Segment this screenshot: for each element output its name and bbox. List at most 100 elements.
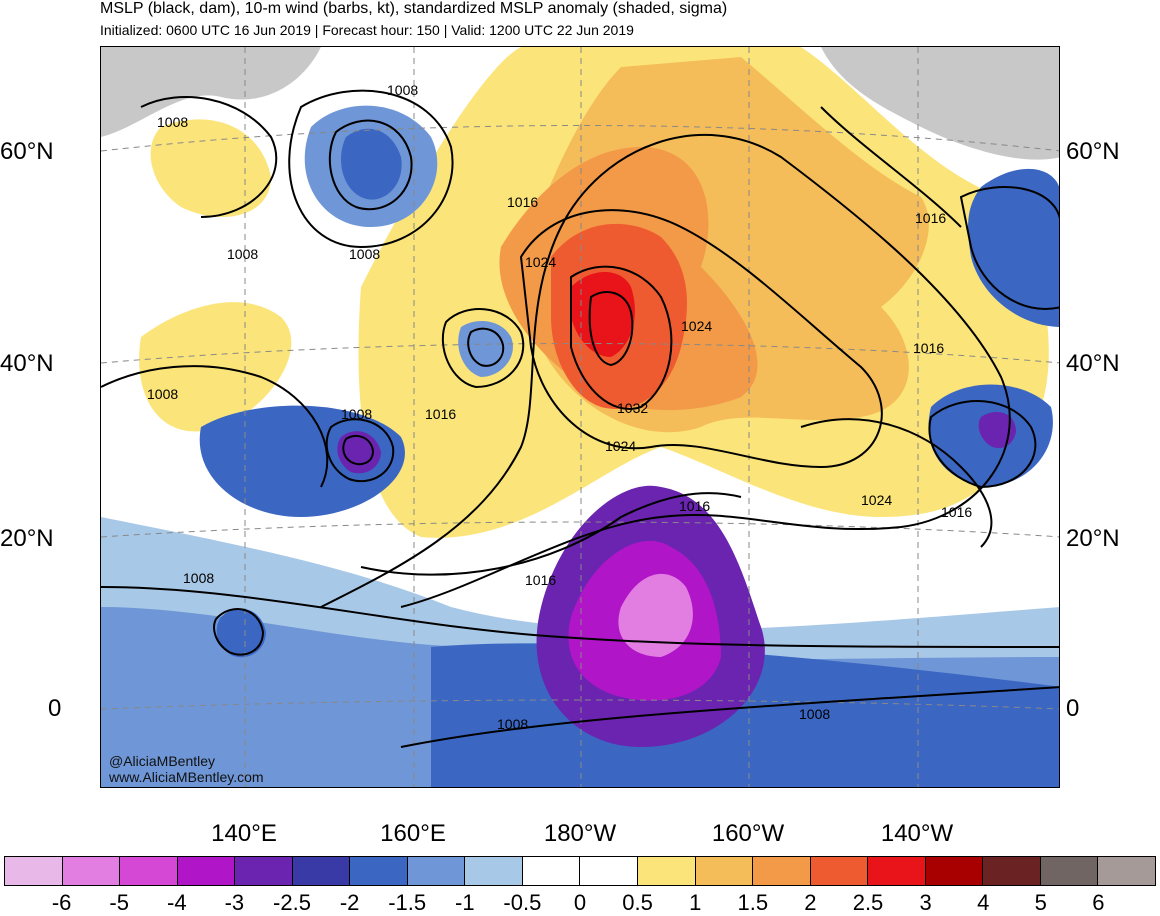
contour-label-1008-west: 1008 [147, 386, 178, 402]
shade-pink-anomaly [618, 573, 693, 657]
graticule-lat-20n [101, 521, 1059, 538]
shade-blue-northeast-low [968, 168, 1059, 327]
lon-label-140e: 140°E [211, 820, 277, 847]
isobar-1016-east [800, 418, 993, 548]
shade-blue-philippine-low [216, 608, 266, 658]
contour-label-1016-alaska-e: 1016 [915, 210, 946, 226]
contour-label-1008-tropics-w: 1008 [183, 570, 214, 586]
colorbar-label: -2.5 [273, 890, 311, 915]
contour-label-1016-bering: 1016 [507, 194, 538, 210]
isobar-philippine-low [213, 608, 265, 656]
graticule-lat-60n [101, 125, 1059, 152]
isobars [101, 89, 1059, 748]
lat-label-60n-right: 60°N [1066, 138, 1120, 165]
colorbar-label: -2 [339, 890, 360, 915]
colorbar-swatch [1098, 857, 1155, 885]
lat-label-0-left: 0 [48, 695, 62, 722]
colorbar-swatch [983, 857, 1041, 885]
colorbar-swatch [695, 857, 754, 885]
isobar-ridge-1032 [570, 265, 673, 410]
lon-label-180w: 180°W [543, 820, 617, 847]
contour-label-1008-equator-e: 1008 [799, 706, 830, 722]
contour-label-1008-nw: 1008 [157, 114, 188, 130]
colorbar-swatch [1040, 857, 1099, 885]
isobar-1016-central [360, 492, 742, 576]
contour-label-1024-alaska: 1024 [681, 318, 712, 334]
colorbar-label: 3 [919, 890, 932, 915]
isobar-1008-nw [140, 96, 278, 218]
contour-label-1008-equator-w: 1008 [497, 716, 528, 732]
shade-yellow-nw [150, 119, 271, 217]
colorbar-label: 5 [1034, 890, 1047, 915]
lon-label-140w: 140°W [880, 820, 954, 847]
colorbar-swatch [5, 857, 63, 885]
colorbar-swatch [407, 857, 466, 885]
isobar-1008-equator [400, 686, 1059, 748]
isobar-kamchatka-low-inner [328, 119, 413, 211]
isobar-1016-northeast [820, 106, 962, 228]
colorbar-swatch [810, 857, 869, 885]
contour-label-1016-central: 1016 [525, 572, 556, 588]
lat-label-40n-left: 40°N [0, 350, 54, 377]
isobar-japan-low-outer [325, 418, 395, 483]
anomaly-colorbar [4, 856, 1156, 886]
colorbar-swatch [638, 857, 696, 885]
colorbar-label: 1.5 [737, 890, 769, 915]
chart-title: MSLP (black, dam), 10-m wind (barbs, kt)… [100, 0, 728, 17]
contour-label-1016-central-w: 1016 [425, 406, 456, 422]
colorbar-swatch [120, 857, 178, 885]
shade-grey-siberia [101, 47, 321, 137]
credit-website: www.AliciaMBentley.com [109, 769, 264, 785]
colorbar-swatch [580, 857, 639, 885]
colorbar-label: -0.5 [503, 890, 542, 915]
graticule [101, 47, 1059, 787]
colorbar-swatch [292, 857, 351, 885]
contour-label-1032: 1032 [617, 400, 648, 416]
colorbar-label: 2 [804, 890, 817, 915]
contour-label-1024-south: 1024 [605, 438, 636, 454]
colorbar-label: 4 [977, 890, 990, 915]
colorbar-label: 6 [1092, 890, 1105, 915]
map-panel: 1008 1008 1008 1008 1008 1008 1016 1024 … [100, 46, 1060, 788]
colorbar-swatch [177, 857, 236, 885]
colorbar-label: -3 [224, 890, 245, 915]
colorbar-label: -6 [51, 890, 72, 915]
shade-blue-small-low [458, 321, 513, 377]
colorbar-label: 2.5 [852, 890, 884, 915]
lat-label-0-right: 0 [1066, 695, 1080, 722]
colorbar-label: 0 [573, 890, 587, 915]
isobar-small-low-inner [467, 327, 505, 367]
lat-label-20n-right: 20°N [1066, 525, 1120, 552]
colorbar-label: 0.5 [622, 890, 653, 915]
graticule-lat-40n [101, 343, 1059, 364]
colorbar-swatch [62, 857, 121, 885]
shade-red-ridge [571, 272, 635, 357]
shade-dark-blue-kamchatka-low [341, 128, 402, 200]
isobar-east-low-2 [928, 400, 1037, 489]
contour-label-1024-east: 1024 [861, 492, 892, 508]
colorbar-swatch [235, 857, 293, 885]
colorbar-swatch [753, 857, 811, 885]
colorbar-label: 1 [689, 890, 702, 915]
colorbar-swatch [350, 857, 408, 885]
colorbar-swatch [925, 857, 984, 885]
colorbar-swatch [868, 857, 926, 885]
chart-subtitle: Initialized: 0600 UTC 16 Jun 2019 | Fore… [100, 22, 634, 38]
isobar-1008-west [101, 365, 329, 488]
colorbar-label: -5 [109, 890, 129, 915]
colorbar-label: -1 [455, 890, 475, 915]
map-svg: 1008 1008 1008 1008 1008 1008 1016 1024 … [101, 47, 1059, 787]
lon-label-160w: 160°W [711, 820, 785, 847]
contour-labels: 1008 1008 1008 1008 1008 1008 1016 1024 … [147, 82, 972, 732]
lat-label-20n-left: 20°N [0, 525, 54, 552]
graticule-lat-0 [101, 699, 1059, 710]
contour-label-1008-mid-w: 1008 [227, 246, 258, 262]
contour-label-1016-canada: 1016 [913, 340, 944, 356]
contour-label-1008-japan: 1008 [341, 406, 372, 422]
contour-label-1024-bering: 1024 [525, 254, 556, 270]
isobar-japan-low-inner [342, 434, 375, 466]
isobar-1008-tropics [101, 586, 1059, 648]
colorbar-label: -1.5 [388, 890, 427, 915]
contour-label-1016-east: 1016 [941, 504, 972, 520]
lon-label-160e: 160°E [380, 820, 446, 847]
